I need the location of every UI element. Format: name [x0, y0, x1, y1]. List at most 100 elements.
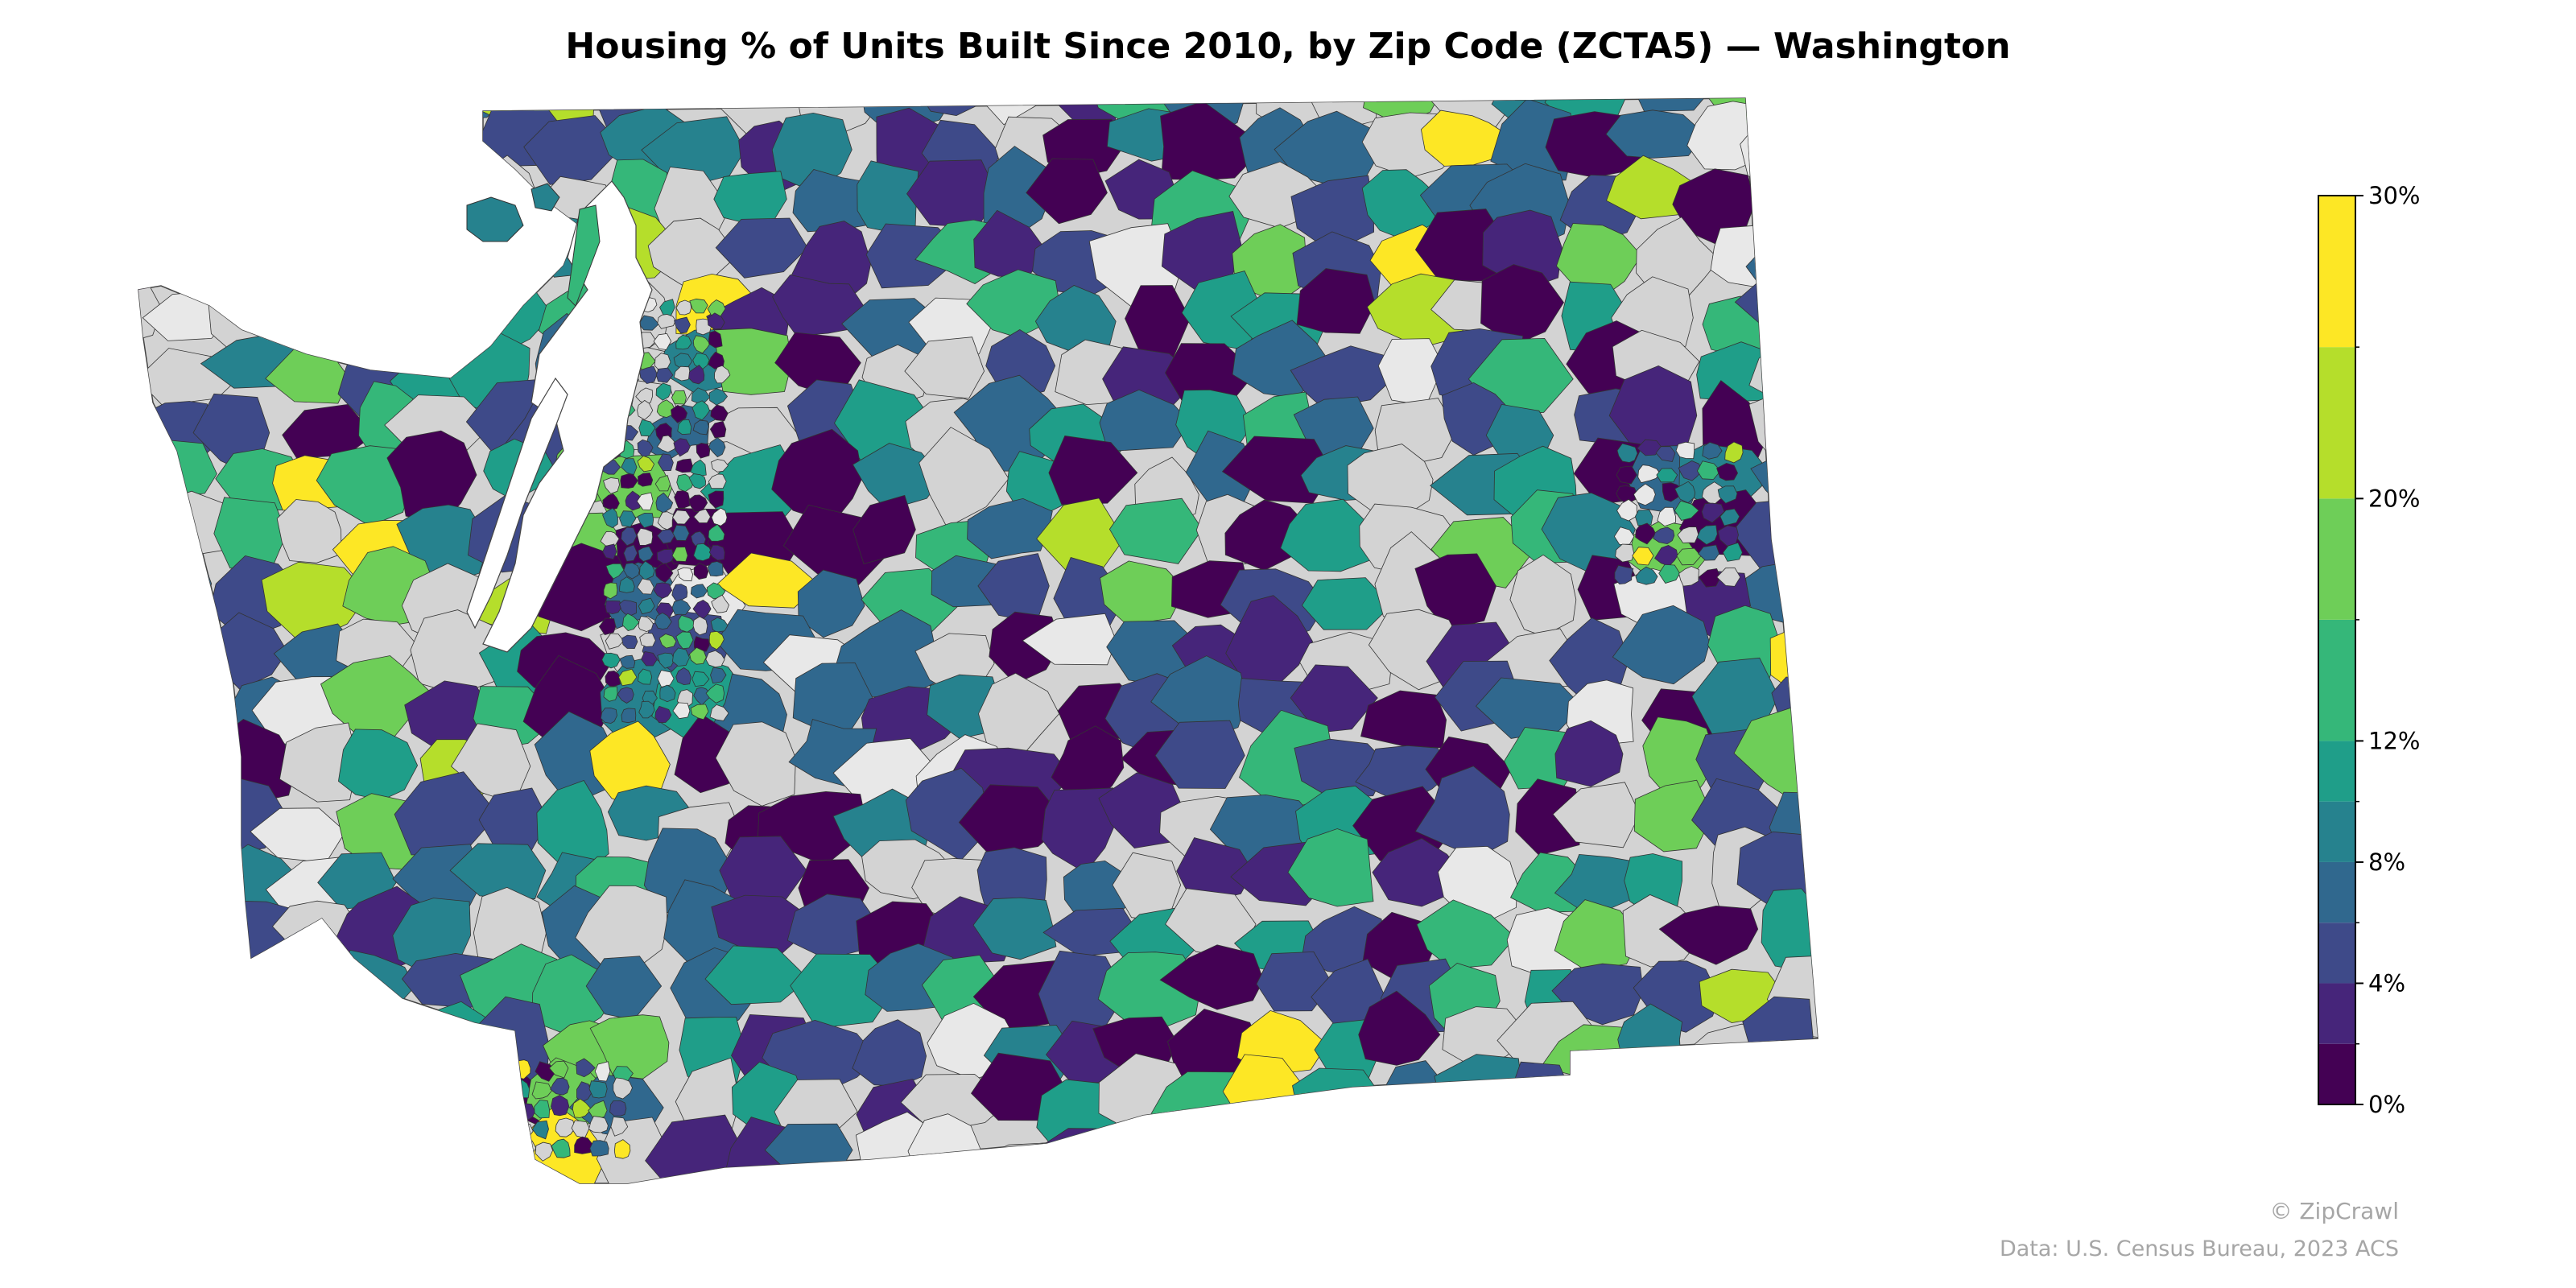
zip-area	[138, 938, 224, 1034]
zip-area	[1614, 564, 1634, 585]
zip-area	[1637, 464, 1661, 484]
zip-area	[605, 563, 625, 580]
zip-area	[138, 828, 180, 897]
zip-area	[707, 561, 724, 577]
zip-area	[601, 652, 621, 669]
zip-area	[1296, 268, 1376, 334]
zip-area	[671, 390, 687, 405]
zip-area	[621, 458, 638, 476]
zip-area	[715, 217, 808, 279]
zip-area	[677, 567, 694, 582]
zip-area	[1416, 899, 1517, 969]
zip-area	[638, 546, 654, 562]
zip-area	[1724, 441, 1744, 464]
zip-area	[204, 963, 287, 1042]
zip-area	[410, 609, 510, 696]
zip-area	[1160, 101, 1266, 181]
zip-area	[704, 945, 809, 1005]
zip-area	[138, 1071, 180, 1129]
zip-area	[654, 612, 672, 630]
zip-area	[266, 952, 366, 1032]
zip-area	[1372, 838, 1463, 907]
colorbar-frame	[2318, 195, 2356, 1105]
zip-area	[657, 652, 675, 669]
zip-area	[656, 435, 677, 453]
zip-area	[693, 543, 712, 562]
zip-area	[1682, 1121, 1772, 1183]
zip-area	[696, 318, 712, 336]
zip-area	[623, 544, 638, 562]
zip-area	[1569, 1136, 1651, 1183]
zip-area	[602, 543, 617, 560]
zip-area	[617, 687, 634, 704]
zip-area	[1480, 1125, 1577, 1183]
zip-area	[139, 98, 220, 117]
zip-area	[1563, 1068, 1641, 1151]
zip-area	[138, 117, 157, 191]
zip-area	[656, 529, 675, 544]
zip-area	[1763, 1058, 1818, 1125]
zip-area	[138, 98, 183, 127]
zip-area	[594, 1061, 611, 1082]
zip-area	[1554, 720, 1624, 787]
zip-area	[1658, 905, 1759, 965]
zip-area	[1716, 568, 1741, 587]
zip-area	[1280, 498, 1381, 572]
zip-area	[636, 492, 654, 510]
zip-area	[1677, 526, 1699, 543]
zip-area	[619, 576, 635, 593]
zip-area	[1698, 544, 1720, 561]
zip-area	[602, 507, 618, 529]
zip-area	[138, 173, 164, 245]
zip-area	[772, 274, 865, 336]
zip-area	[919, 427, 1009, 528]
zip-area	[621, 526, 638, 547]
zip-area	[1631, 98, 1717, 112]
zip-area	[710, 667, 727, 684]
zip-area	[576, 1081, 592, 1103]
zip-area	[1740, 108, 1818, 177]
puget-sound-water	[482, 180, 653, 653]
zip-area	[1676, 547, 1702, 566]
colorbar-bin	[2318, 1043, 2355, 1104]
zip-area	[531, 1081, 552, 1100]
zip-area	[138, 955, 171, 1019]
zip-area	[1615, 543, 1635, 563]
zip-area	[1745, 231, 1818, 315]
zip-area	[690, 584, 708, 599]
zip-area	[1695, 1080, 1796, 1151]
zip-area	[690, 704, 709, 720]
hood-canal-water	[466, 377, 568, 630]
zip-area	[1420, 109, 1515, 167]
zip-area	[588, 1116, 609, 1133]
zip-area	[1366, 1127, 1445, 1183]
zip-area	[708, 523, 725, 542]
zip-area	[692, 419, 710, 436]
zip-area	[671, 599, 691, 616]
zip-area	[274, 167, 367, 236]
zip-area	[261, 229, 336, 294]
zip-area	[708, 630, 724, 650]
zip-area	[139, 167, 230, 241]
zip-area	[639, 632, 656, 647]
zip-area	[609, 1100, 627, 1117]
san-juan-islands	[466, 183, 560, 242]
copyright-credit: © ZipCrawl	[2269, 1198, 2399, 1224]
zip-area	[714, 365, 731, 384]
zip-area	[256, 1069, 358, 1154]
zip-area	[622, 613, 640, 631]
zip-area	[1633, 779, 1713, 852]
zip-area	[1290, 664, 1378, 733]
zip-area	[677, 419, 692, 436]
zip-area	[406, 98, 511, 121]
zip-area	[675, 667, 691, 686]
zip-area	[555, 1117, 576, 1137]
zip-area	[185, 98, 288, 139]
zip-area	[1710, 225, 1791, 287]
zip-area	[978, 672, 1060, 764]
colorbar-tick-label: 0%	[2368, 1091, 2405, 1118]
zip-area	[1159, 944, 1264, 1010]
zip-area	[276, 499, 342, 564]
zip-area	[618, 668, 638, 687]
zip-area	[786, 894, 881, 960]
